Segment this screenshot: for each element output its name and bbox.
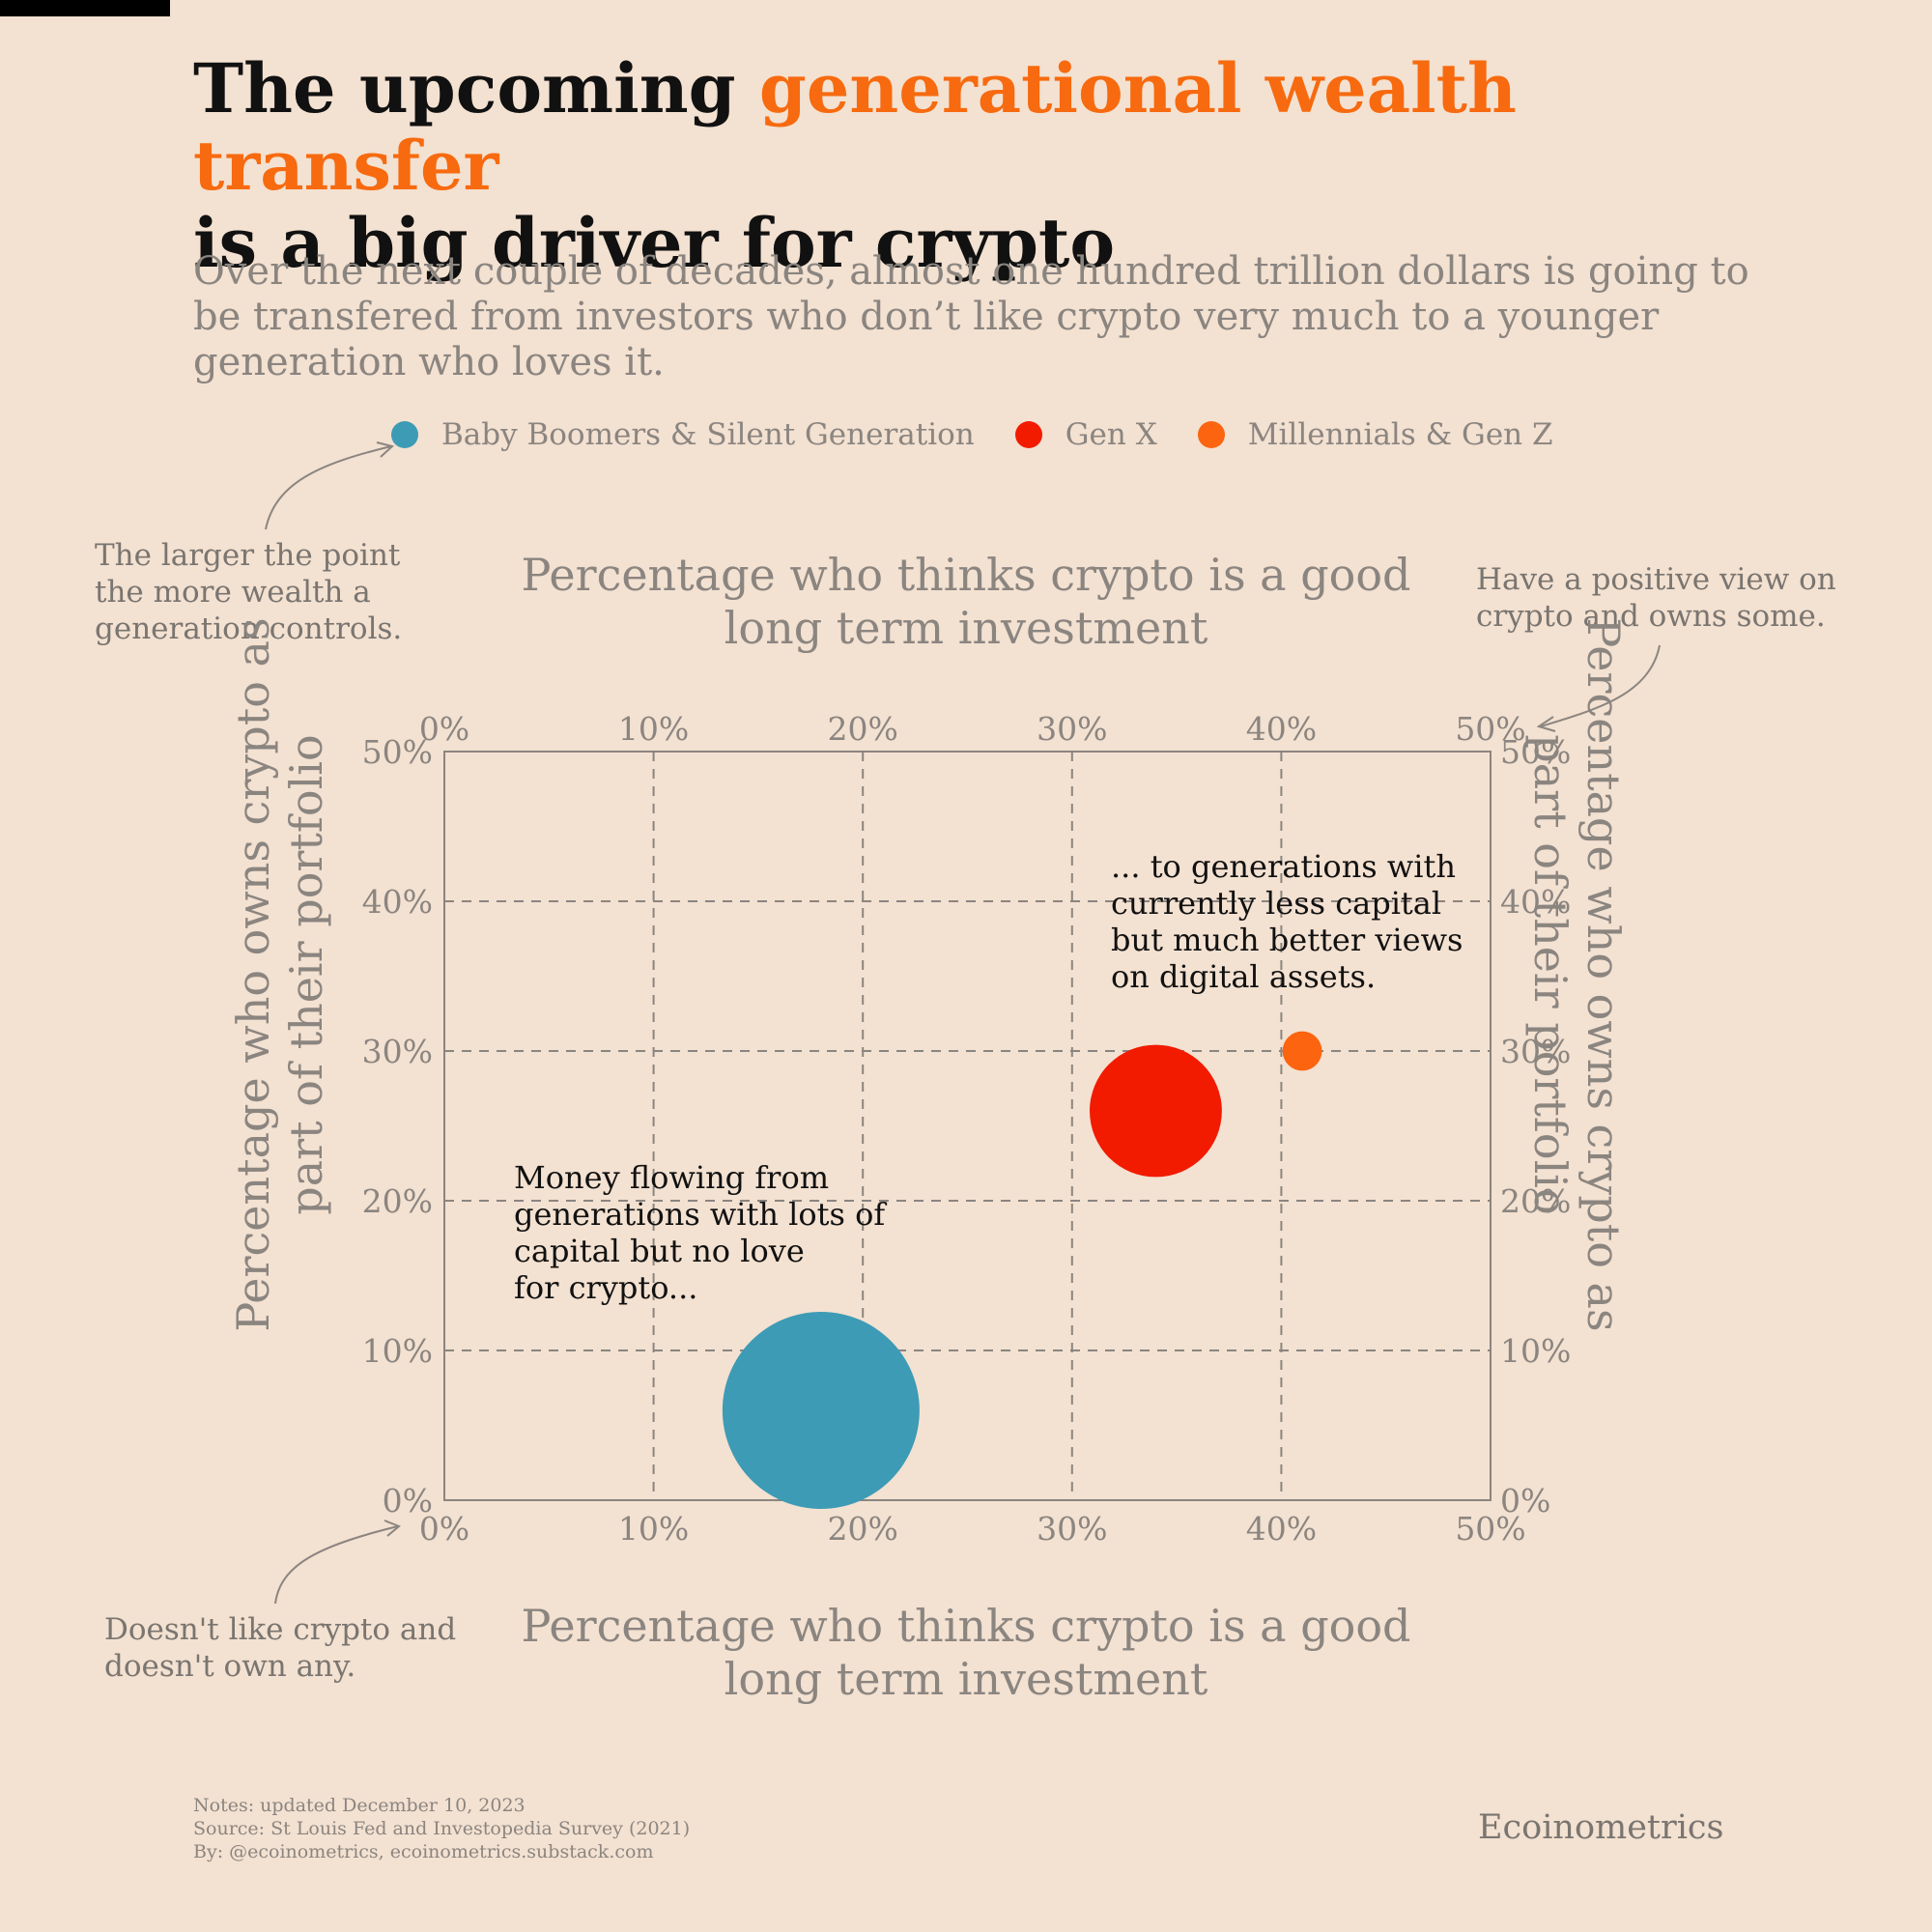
top-right-note: Have a positive view on crypto and owns … — [1476, 562, 1836, 634]
title-highlight: generational wealth transfer — [193, 48, 1517, 206]
tick-layer: 0%0%0% 0%10%10%10% 10%20%20%20% 20%30%30%30… — [362, 710, 1572, 1548]
x-tick-top-50: 50% — [1455, 710, 1525, 748]
annot-1-line-0: Money flowing from — [514, 1159, 829, 1196]
title-part-2: is a big driver for crypto — [193, 203, 1116, 283]
legend-dot-boomers — [391, 421, 418, 448]
annot-0-line-1: currently less capital — [1111, 885, 1441, 922]
legend-item-genx: Gen X — [1014, 417, 1157, 452]
x-tick-top-0: 0% — [419, 710, 469, 748]
title-part-1: The upcoming — [193, 48, 759, 128]
annot-0-line-2: but much better views — [1111, 922, 1463, 958]
annot-1-line-3: for crypto... — [514, 1269, 697, 1306]
y-tick-right-30: 30% — [1500, 1033, 1571, 1070]
x-tick-top-40: 40% — [1246, 710, 1317, 748]
y-tick-left-20: 20% — [362, 1182, 433, 1220]
bottom-left-note-arrow — [274, 1525, 399, 1605]
annot-0-line-0: ... to generations with — [1111, 848, 1456, 885]
legend-item-millennials: Millennials & Gen Z — [1197, 417, 1553, 452]
legend-label-genx: Gen X — [1065, 417, 1157, 452]
grid-layer — [443, 751, 1492, 1501]
arrow-layer — [265, 441, 1661, 1605]
y-tick-right-0: 0% — [1500, 1482, 1550, 1520]
x-tick-top-10: 10% — [618, 710, 689, 748]
footer-notes: Notes: updated December 10, 2023 Source:… — [193, 1794, 690, 1863]
annotation-money-flowing: Money flowing from generations with lots … — [514, 1159, 887, 1306]
legend-label-boomers: Baby Boomers & Silent Generation — [441, 417, 975, 452]
x-tick-top-20: 20% — [828, 710, 898, 748]
annot-0-line-3: on digital assets. — [1111, 958, 1376, 995]
point-boomers — [722, 1312, 920, 1509]
y-tick-right-20: 20% — [1500, 1182, 1571, 1220]
x-tick-bottom-10: 10% — [618, 1510, 689, 1548]
point-millennials — [1282, 1031, 1322, 1071]
size-note: The larger the point the more wealth a g… — [95, 538, 403, 646]
x-axis-title-top: Percentage who thinks crypto is a good l… — [521, 549, 1411, 654]
y-tick-right-40: 40% — [1500, 883, 1571, 921]
annot-1-line-1: generations with lots of — [514, 1196, 887, 1233]
brand-logo-text: Ecoinometrics — [1478, 1808, 1724, 1847]
page-title: The upcoming generational wealth transfe… — [193, 50, 1835, 282]
y-tick-left-10: 10% — [362, 1332, 433, 1370]
plot-frame — [443, 751, 1492, 1501]
y-tick-right-50: 50% — [1500, 733, 1571, 771]
annotation-to-generations: ... to generations with currently less ca… — [1111, 848, 1463, 995]
x-tick-top-30: 30% — [1037, 710, 1107, 748]
y-tick-left-40: 40% — [362, 883, 433, 921]
x-tick-bottom-50: 50% — [1455, 1510, 1525, 1548]
legend-label-millennials: Millennials & Gen Z — [1247, 417, 1553, 452]
bottom-left-note-arrowhead — [384, 1520, 401, 1537]
x-tick-bottom-30: 30% — [1037, 1510, 1107, 1548]
top-right-note-arrow — [1540, 644, 1661, 727]
legend-item-boomers: Baby Boomers & Silent Generation — [391, 417, 975, 452]
annot-1-line-2: capital but no love — [514, 1233, 805, 1269]
legend-dot-genx — [1014, 421, 1042, 448]
y-tick-left-30: 30% — [362, 1033, 433, 1070]
legend-dot-millennials — [1197, 421, 1225, 448]
legend: Baby Boomers & Silent Generation Gen X M… — [391, 415, 1594, 454]
x-axis-title-bottom: Percentage who thinks crypto is a good l… — [521, 1600, 1411, 1705]
top-right-note-arrowhead — [1536, 716, 1556, 732]
y-tick-right-10: 10% — [1500, 1332, 1571, 1370]
size-note-arrow — [265, 445, 392, 530]
bottom-left-note: Doesn't like crypto and doesn't own any. — [104, 1612, 457, 1684]
point-layer — [722, 1031, 1322, 1509]
x-tick-bottom-0: 0% — [419, 1510, 469, 1548]
size-note-arrowhead — [376, 441, 395, 458]
x-tick-bottom-40: 40% — [1246, 1510, 1317, 1548]
corner-accent-bar — [0, 0, 170, 16]
y-tick-left-0: 0% — [383, 1482, 433, 1520]
y-tick-left-50: 50% — [362, 733, 433, 771]
footer-updated: Notes: updated December 10, 2023 — [193, 1795, 526, 1816]
point-genx — [1090, 1044, 1222, 1178]
x-tick-bottom-20: 20% — [828, 1510, 898, 1548]
footer-source: Source: St Louis Fed and Investopedia Su… — [193, 1818, 691, 1839]
subtitle: Over the next couple of decades, almost … — [193, 249, 1749, 384]
footer-by: By: @ecoinometrics, ecoinometrics.substa… — [193, 1841, 654, 1862]
